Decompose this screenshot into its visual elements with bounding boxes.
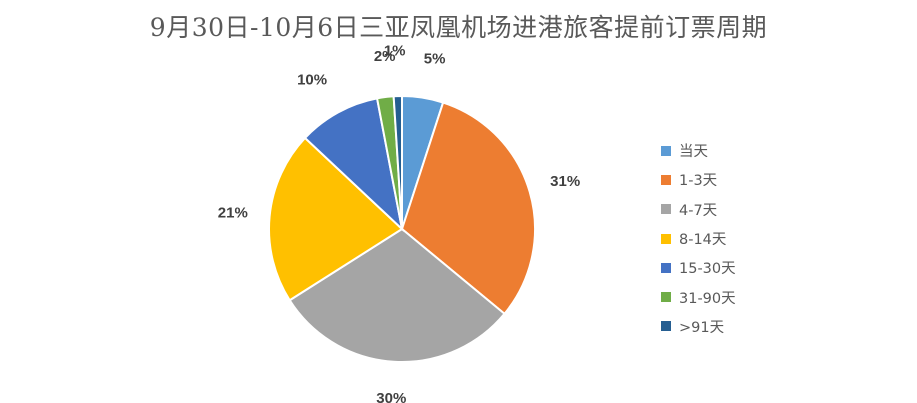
pie-slice: [288, 227, 506, 363]
pie-slice: [303, 97, 404, 232]
legend-label: 15-30天: [679, 261, 736, 278]
legend-item: 8-14天: [661, 224, 736, 253]
legend-item: 15-30天: [661, 253, 736, 282]
legend-label: 8-14天: [679, 232, 727, 249]
legend-swatch: [661, 145, 671, 156]
legend-label: 31-90天: [679, 290, 736, 307]
legend-label: 当天: [679, 144, 708, 161]
pie-slice: [268, 136, 404, 302]
pie-slice: [400, 101, 536, 316]
slice-data-label: 5%: [424, 51, 446, 68]
legend-item: >91天: [661, 312, 736, 341]
legend-item: 当天: [661, 136, 736, 165]
pie-slice: [392, 94, 403, 230]
legend-swatch: [661, 233, 671, 244]
chart-title: 9月30日-10月6日三亚凤凰机场进港旅客提前订票周期: [149, 13, 768, 42]
legend-swatch: [661, 174, 671, 185]
legend-swatch: [661, 262, 671, 273]
slice-data-label: 1%: [384, 43, 406, 60]
legend-label: 1-3天: [679, 173, 718, 190]
legend-label: >91天: [679, 319, 725, 336]
legend: 当天 1-3天 4-7天 8-14天 15-30天 31-90天 >91天: [661, 136, 736, 341]
legend-swatch: [661, 292, 671, 303]
slice-data-label: 31%: [550, 173, 580, 190]
slice-data-label: 21%: [218, 205, 248, 222]
slice-data-label: 2%: [374, 48, 396, 65]
legend-item: 1-3天: [661, 165, 736, 194]
legend-item: 31-90天: [661, 282, 736, 311]
slice-data-label: 10%: [297, 72, 327, 89]
legend-label: 4-7天: [679, 202, 718, 219]
legend-swatch: [661, 321, 671, 332]
legend-swatch: [661, 204, 671, 215]
legend-item: 4-7天: [661, 195, 736, 224]
slice-data-label: 30%: [376, 390, 406, 403]
